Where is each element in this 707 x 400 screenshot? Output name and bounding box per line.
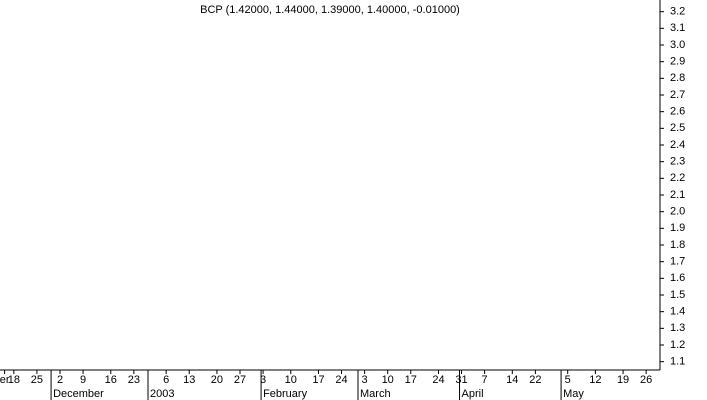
x-tick-label: 17 — [312, 374, 324, 386]
x-tick-label: 25 — [31, 374, 43, 386]
x-tick-label: 2 — [57, 374, 63, 386]
y-tick-label: 2.3 — [670, 156, 685, 168]
y-tick-label: 1.9 — [670, 222, 685, 234]
x-tick-label: 16 — [105, 374, 117, 386]
x-tick-label: 17 — [405, 374, 417, 386]
x-tick-label: 5 — [565, 374, 571, 386]
y-tick-label: 2.7 — [670, 89, 685, 101]
month-label: February — [263, 388, 308, 400]
y-tick-label: 1.5 — [670, 289, 685, 301]
x-tick-label: 6 — [163, 374, 169, 386]
x-tick-label: 31 — [455, 374, 467, 386]
y-tick-label: 1.4 — [670, 306, 685, 318]
x-tick-label: 22 — [529, 374, 541, 386]
x-tick-label: 9 — [80, 374, 86, 386]
y-tick-label: 3.1 — [670, 22, 685, 34]
y-tick-label: 1.2 — [670, 339, 685, 351]
x-tick-label: 27 — [234, 374, 246, 386]
y-tick-label: 3.0 — [670, 39, 685, 51]
x-tick-label: 20 — [211, 374, 223, 386]
x-tick-label: 24 — [432, 374, 444, 386]
chart-title: BCP (1.42000, 1.44000, 1.39000, 1.40000,… — [200, 4, 460, 16]
y-tick-label: 1.8 — [670, 239, 685, 251]
x-tick-label: er — [0, 374, 10, 386]
x-tick-label: 3 — [362, 374, 368, 386]
month-label: May — [563, 388, 584, 400]
y-tick-label: 3.2 — [670, 6, 685, 18]
x-tick-label: 19 — [617, 374, 629, 386]
y-tick-label: 2.8 — [670, 72, 685, 84]
y-tick-label: 2.1 — [670, 189, 685, 201]
month-label: December — [53, 388, 104, 400]
y-tick-label: 1.6 — [670, 272, 685, 284]
x-tick-label: 23 — [128, 374, 140, 386]
y-tick-label: 2.0 — [670, 206, 685, 218]
month-label: 2003 — [150, 388, 174, 400]
y-tick-label: 2.6 — [670, 106, 685, 118]
y-tick-label: 2.2 — [670, 172, 685, 184]
month-label: April — [462, 388, 484, 400]
y-tick-label: 2.5 — [670, 122, 685, 134]
x-tick-label: 26 — [640, 374, 652, 386]
x-tick-label: 18 — [8, 374, 20, 386]
x-tick-label: 12 — [589, 374, 601, 386]
x-tick-label: 3 — [260, 374, 266, 386]
y-tick-label: 1.1 — [670, 356, 685, 368]
y-tick-label: 1.7 — [670, 256, 685, 268]
x-tick-label: 7 — [482, 374, 488, 386]
x-tick-label: 13 — [183, 374, 195, 386]
x-tick-label: 14 — [506, 374, 518, 386]
month-label: March — [360, 388, 391, 400]
x-tick-label: 24 — [335, 374, 347, 386]
x-tick-label: 10 — [285, 374, 297, 386]
y-tick-label: 1.3 — [670, 322, 685, 334]
y-tick-label: 2.4 — [670, 139, 685, 151]
x-tick-label: 10 — [382, 374, 394, 386]
y-tick-label: 2.9 — [670, 56, 685, 68]
